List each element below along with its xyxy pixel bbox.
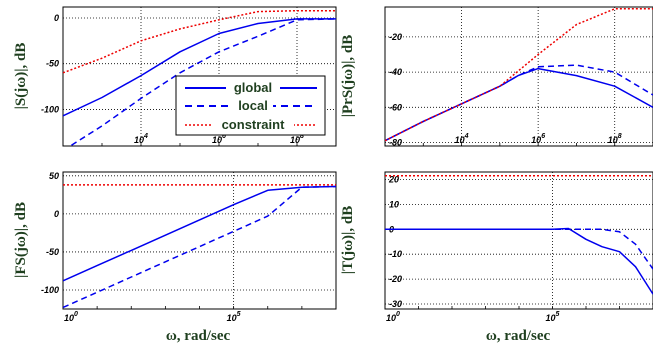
ticks: 100 105 50 0 -50 -100 [41, 171, 337, 323]
series-local [385, 228, 653, 270]
x-tick-label: 105 [546, 311, 560, 323]
series-local [385, 64, 653, 142]
y-tick-label: -80 [389, 137, 402, 147]
plot-lines [385, 8, 653, 142]
legend-label-bg [212, 117, 294, 132]
legend-label-bg [226, 80, 280, 95]
series-global [63, 18, 336, 117]
y-axis-label: |PrS(jω)|, dB [340, 35, 356, 118]
y-tick-label: -20 [389, 32, 402, 42]
plot-lines [385, 174, 653, 295]
series-local [68, 18, 336, 146]
y-tick-label: -60 [389, 102, 402, 112]
x-tick-label: 100 [64, 311, 78, 323]
series-global [63, 185, 336, 282]
y-tick-label: 50 [49, 171, 59, 181]
y-tick-label: -30 [389, 299, 402, 309]
axes-frame [384, 171, 653, 310]
grid [385, 7, 653, 146]
y-tick-label: -40 [389, 67, 402, 77]
axes-frame [62, 171, 337, 310]
axes-frame [384, 6, 653, 147]
y-tick-label: 0 [54, 13, 59, 23]
plot-lines [63, 184, 336, 309]
series-constraint [63, 9, 336, 74]
legend-label-global: global [234, 80, 272, 95]
series-constraint [385, 8, 653, 142]
y-tick-label: -100 [41, 285, 59, 295]
y-tick-label: 0 [54, 209, 59, 219]
y-tick-label: -10 [389, 249, 402, 259]
legend-label-constraint: constraint [222, 117, 286, 132]
panel-prs: 104 106 108-20-40-60-80 |PrS(jω)|, dB [340, 6, 653, 147]
panel-fs: 100 105 50 0 -50 -100 |FS(jω)|, dB ω, rad/sec [13, 171, 337, 344]
y-axis-label: |S(jω)|, dB [13, 43, 29, 110]
plot-lines [63, 9, 336, 146]
y-axis-label: |FS(jω)|, dB [13, 202, 29, 278]
grid [63, 172, 336, 309]
x-axis-label: ω, rad/sec [486, 328, 551, 344]
grid [385, 172, 653, 309]
y-axis-label: |T(jω)|, dB [340, 206, 356, 274]
x-axis-label: ω, rad/sec [166, 328, 231, 344]
y-tick-label: -50 [46, 59, 59, 69]
y-tick-label: 10 [389, 199, 399, 209]
y-tick-label: -50 [46, 247, 59, 257]
legend: global local constraint [175, 75, 326, 136]
x-tick-label: 100 [386, 311, 400, 323]
y-tick-label: -20 [389, 274, 402, 284]
series-local [63, 185, 336, 309]
legend-label-local: local [238, 98, 268, 113]
legend-label-bg [233, 98, 273, 113]
y-tick-label: 20 [388, 174, 399, 184]
y-tick-label: -100 [41, 104, 59, 114]
x-tick-label: 105 [227, 311, 241, 323]
